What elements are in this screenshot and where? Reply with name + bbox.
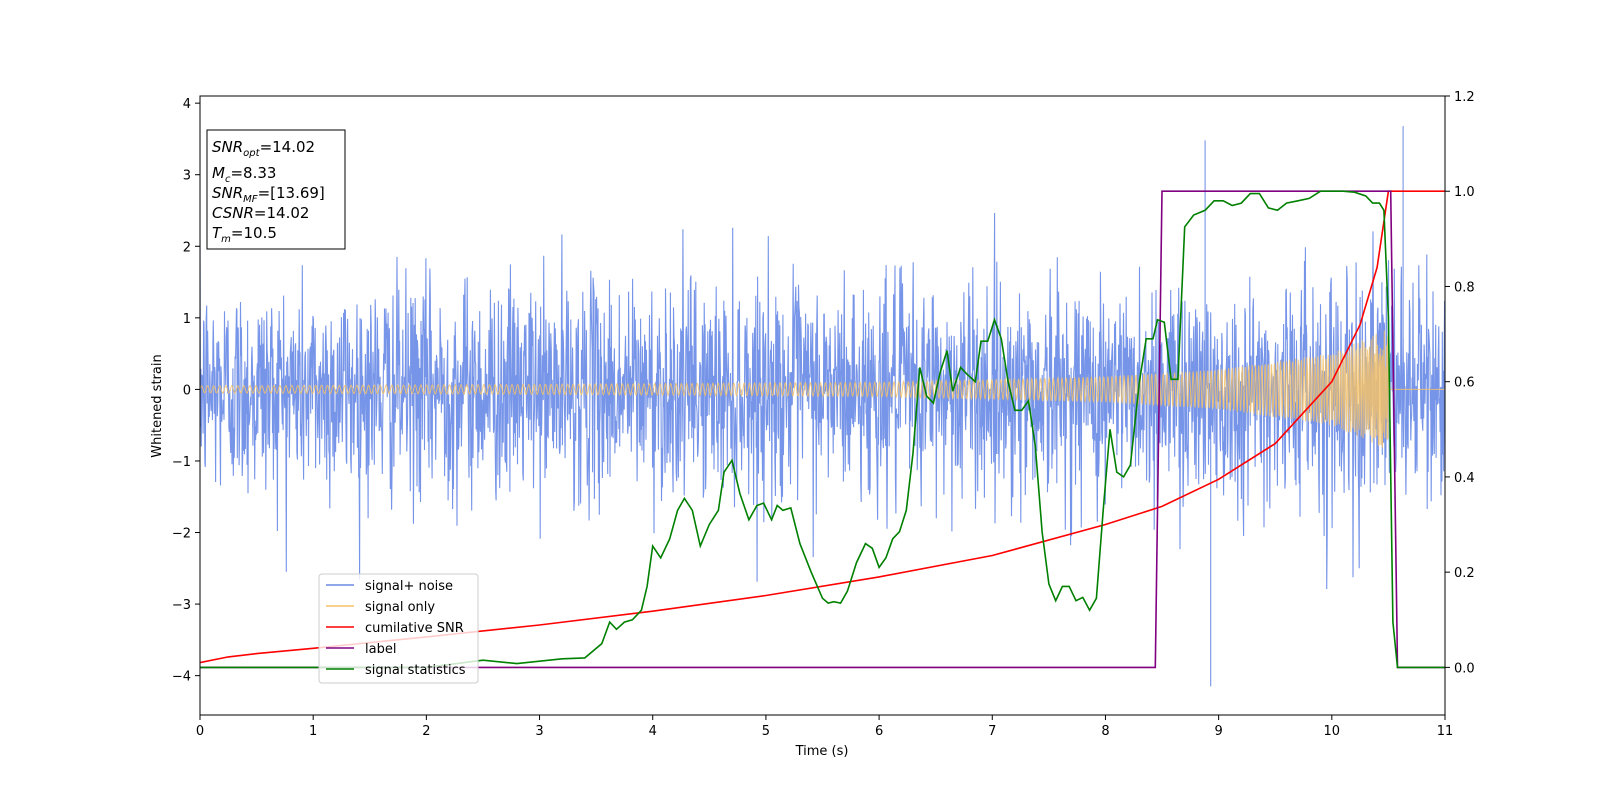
info-snr-mf-subscript: MF	[243, 194, 258, 205]
y-axis-right: 0.0 0.2 0.4 0.6 0.8 1.0 1.2	[1445, 90, 1475, 676]
info-snr-opt-value: =14.02	[260, 138, 316, 156]
cumulative-snr-line	[200, 190, 1445, 664]
signal-only-line	[200, 330, 1445, 448]
x-tick-label: 2	[422, 724, 430, 739]
y-right-tick-label: 0.2	[1454, 566, 1475, 581]
axes-frame	[199, 95, 1446, 716]
x-tick-label: 4	[649, 724, 657, 739]
y-left-tick-label: 1	[183, 312, 191, 327]
y-right-tick-label: 1.2	[1454, 90, 1475, 105]
x-tick-label: 10	[1324, 724, 1341, 739]
info-snr-opt: SNRopt=14.02	[212, 138, 315, 159]
legend-label-signal-statistics: signal statistics	[365, 663, 466, 678]
y-left-tick-label: 4	[183, 97, 191, 112]
info-snr-mf-symbol: SNR	[212, 184, 243, 202]
y-left-tick-label: −2	[172, 527, 191, 542]
info-box: SNRopt=14.02 Mc=8.33 SNRMF=[13.69] CSNR=…	[206, 129, 346, 250]
info-csnr-value: =14.02	[254, 204, 310, 222]
info-tm-value: =10.5	[231, 224, 277, 242]
info-csnr-symbol: CSNR	[212, 204, 254, 222]
y-left-tick-label: −1	[172, 455, 191, 470]
x-tick-label: 11	[1437, 724, 1454, 739]
x-tick-label: 0	[196, 724, 204, 739]
info-box-frame	[206, 129, 346, 250]
y-left-tick-label: 3	[183, 169, 191, 184]
x-tick-label: 1	[309, 724, 317, 739]
y-axis-label: Whitened strain	[150, 354, 165, 457]
x-tick-label: 9	[1214, 724, 1222, 739]
y-left-tick-label: 0	[183, 383, 191, 398]
info-csnr: CSNR=14.02	[212, 204, 309, 222]
legend-frame	[318, 573, 479, 684]
signal-plus-noise-line	[200, 126, 1445, 687]
y-right-tick-label: 1.0	[1454, 185, 1475, 200]
x-axis-label: Time (s)	[795, 744, 849, 759]
signal-statistics-line	[200, 190, 1445, 669]
legend-label-cumulative-snr: cumilative SNR	[365, 621, 464, 636]
y-right-tick-label: 0.0	[1454, 661, 1475, 676]
plot-series-layer	[200, 126, 1445, 687]
info-mc: Mc=8.33	[212, 164, 276, 185]
info-snr-opt-symbol: SNR	[212, 138, 243, 156]
info-mc-value: =8.33	[230, 164, 276, 182]
legend-label-signal-plus-noise: signal+ noise	[365, 579, 453, 594]
legend-label-signal-only: signal only	[365, 600, 435, 615]
y-axis-left: −4 −3 −2 −1 0 1 2 3 4	[172, 97, 200, 685]
y-right-tick-label: 0.8	[1454, 280, 1475, 295]
y-left-tick-label: −3	[172, 598, 191, 613]
info-tm-subscript: m	[221, 234, 231, 245]
info-tm: Tm=10.5	[212, 224, 277, 245]
x-tick-label: 6	[875, 724, 883, 739]
x-axis: 0 1 2 3 4 5 6 7 8 9 10 11	[196, 715, 1453, 739]
legend-label-label: label	[365, 642, 396, 657]
x-tick-label: 5	[762, 724, 770, 739]
y-right-tick-label: 0.4	[1454, 471, 1475, 486]
x-tick-label: 3	[535, 724, 543, 739]
info-mc-symbol: M	[212, 164, 225, 182]
x-tick-label: 7	[988, 724, 996, 739]
info-tm-symbol: T	[212, 224, 223, 242]
y-left-tick-label: 2	[183, 240, 191, 255]
info-snr-mf-value: =[13.69]	[258, 184, 325, 202]
info-mc-subscript: c	[225, 174, 231, 185]
y-right-tick-label: 0.6	[1454, 376, 1475, 391]
x-tick-label: 8	[1101, 724, 1109, 739]
info-snr-opt-subscript: opt	[243, 148, 260, 159]
info-snr-mf: SNRMF=[13.69]	[212, 184, 325, 205]
legend: signal+ noise signal only cumilative SNR…	[318, 573, 479, 684]
y-left-tick-label: −4	[172, 670, 191, 685]
